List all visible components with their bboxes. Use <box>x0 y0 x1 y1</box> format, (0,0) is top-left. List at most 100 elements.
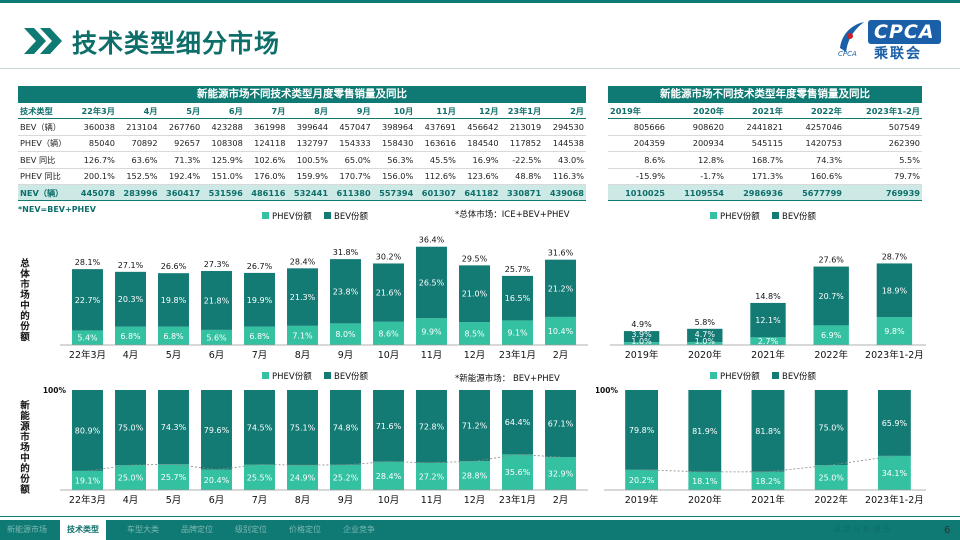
footer-report-label: 深度分析报告 <box>832 525 892 534</box>
column-header: 2021年 <box>726 103 785 120</box>
table-cell: 557394 <box>372 184 416 202</box>
x-tick-label: 2023年1-2月 <box>865 349 924 361</box>
bar-bev <box>158 273 189 327</box>
data-label-phev: 5.6% <box>206 333 227 342</box>
data-label-phev: 6.8% <box>163 332 184 341</box>
table-cell: 151.0% <box>202 168 245 185</box>
bar-phev <box>814 465 848 490</box>
table-cell: 456642 <box>457 118 501 136</box>
bar-phev <box>115 326 146 345</box>
table-cell: 159.9% <box>287 168 331 185</box>
bar-phev <box>623 342 660 345</box>
bar-bev <box>287 390 318 466</box>
footer-tab[interactable]: 价格定位 <box>289 525 321 534</box>
data-label-total: 4.9% <box>631 320 652 329</box>
footer-tab[interactable]: 新能源市场 <box>7 525 47 534</box>
footer-tab[interactable]: 品牌定位 <box>181 525 213 534</box>
bar-bev <box>750 302 786 338</box>
table-cell: 70892 <box>116 135 160 153</box>
table-cell: -1.7% <box>667 168 726 185</box>
data-label-total: 27.3% <box>204 260 230 269</box>
data-label-phev: 9.9% <box>421 328 442 337</box>
column-header: 10月 <box>372 103 416 120</box>
footer-tab[interactable]: 企业竞争 <box>343 525 375 534</box>
bar-phev <box>115 465 146 490</box>
bar-phev <box>877 455 911 490</box>
table-cell: 200.1% <box>74 168 117 185</box>
data-label-total: 26.7% <box>247 262 273 271</box>
x-tick-label: 2023年1-2月 <box>865 494 924 506</box>
bar-phev <box>545 316 576 345</box>
legend-bev-swatch <box>324 212 331 219</box>
table-cell: 171.3% <box>726 168 785 185</box>
top-accent-bar <box>0 0 960 3</box>
table-row: PHEV 同比 200.1% 152.5% 192.4% 151.0% 176.0% 159… <box>18 168 586 185</box>
header-divider <box>0 68 960 69</box>
annual-table: 2019年 2020年 2021年 2022年 2023年1-2月 805666 90862… <box>608 103 922 202</box>
data-label-total: 28.4% <box>290 257 316 266</box>
column-header: 12月 <box>457 103 501 120</box>
footer-tab[interactable]: 车型大类 <box>127 525 159 534</box>
table-cell: 184540 <box>457 135 501 153</box>
data-label-bev: 64.4% <box>505 418 531 427</box>
table-cell: 92657 <box>159 135 203 153</box>
bar-bev <box>201 271 232 330</box>
row-label: BEV（辆） <box>18 118 75 136</box>
bar-phev <box>459 461 490 490</box>
table-cell: 112.6% <box>415 168 458 185</box>
footer-tab[interactable]: 技术类型 <box>60 520 106 540</box>
bar-phev <box>459 322 490 345</box>
bar-phev <box>201 469 232 490</box>
table-row: 8.6% 12.8% 168.7% 74.3% 5.5% <box>608 151 922 169</box>
x-tick-label: 7月 <box>252 350 268 361</box>
table-cell: 124118 <box>244 135 288 153</box>
bar-bev <box>330 259 361 324</box>
column-header: 2020年 <box>667 103 726 120</box>
data-label-phev: 6.8% <box>120 332 141 341</box>
data-label-phev: 5.4% <box>77 334 98 343</box>
monthly-nev-share-chart: PHEV份额 BEV份额 100% 19.1% 80.9% 22年3月 25.0% 75.0%… <box>43 371 588 506</box>
bar-bev <box>158 390 189 465</box>
bar-phev <box>687 342 723 345</box>
x-tick-label: 4月 <box>123 350 139 361</box>
table-cell: 170.7% <box>330 168 373 185</box>
bar-phev <box>72 330 103 345</box>
data-label-bev: 72.8% <box>419 422 445 431</box>
data-label-bev: 23.8% <box>333 287 359 296</box>
table-cell: 361998 <box>244 118 288 136</box>
x-tick-label: 2022年 <box>814 349 848 361</box>
x-tick-label: 11月 <box>421 350 443 361</box>
table-cell: 507549 <box>844 118 922 136</box>
bar-phev <box>876 317 913 345</box>
data-label-phev: 25.5% <box>247 473 273 482</box>
data-label-bev: 22.7% <box>75 296 101 305</box>
x-tick-label: 2月 <box>553 350 569 361</box>
footer-tab[interactable]: 级别定位 <box>235 525 267 534</box>
annual-table-title: 新能源市场不同技术类型年度零售销量及同比 <box>608 86 922 103</box>
annual-total-share-chart: PHEV份额 BEV份额1.0%3.9%4.9%2019年1.0%4.7%5.8%… <box>610 211 926 361</box>
bar-bev <box>330 390 361 465</box>
data-label-total: 27.6% <box>818 256 844 265</box>
legend-phev-swatch <box>710 212 717 219</box>
table-row: BEV 同比 126.7% 63.6% 71.3% 125.9% 102.6% 100.5%… <box>18 151 586 169</box>
nev-market-note: *新能源市场： BEV+PHEV <box>455 374 560 384</box>
legend-bev-swatch <box>772 212 779 219</box>
table-cell: 79.7% <box>844 168 922 185</box>
column-header: 技术类型 <box>18 103 75 120</box>
data-label-bev: 79.6% <box>204 426 230 435</box>
bar-bev <box>459 390 490 462</box>
table-cell: 213019 <box>500 118 544 136</box>
data-label-bev: 18.9% <box>882 286 908 295</box>
data-label-bev: 79.8% <box>629 426 655 435</box>
x-tick-label: 23年1月 <box>499 349 536 361</box>
legend-bev-label: BEV份额 <box>782 211 817 222</box>
table-cell: 360038 <box>74 118 117 136</box>
column-header: 8月 <box>287 103 331 120</box>
data-label-bev: 21.3% <box>290 293 316 302</box>
data-label-phev: 18.1% <box>692 477 718 486</box>
bar-phev <box>158 464 189 490</box>
table-cell: 176.0% <box>244 168 288 185</box>
row-label: PHEV（辆） <box>18 135 75 153</box>
data-label-total: 28.7% <box>882 252 908 261</box>
bar-bev <box>244 390 275 465</box>
